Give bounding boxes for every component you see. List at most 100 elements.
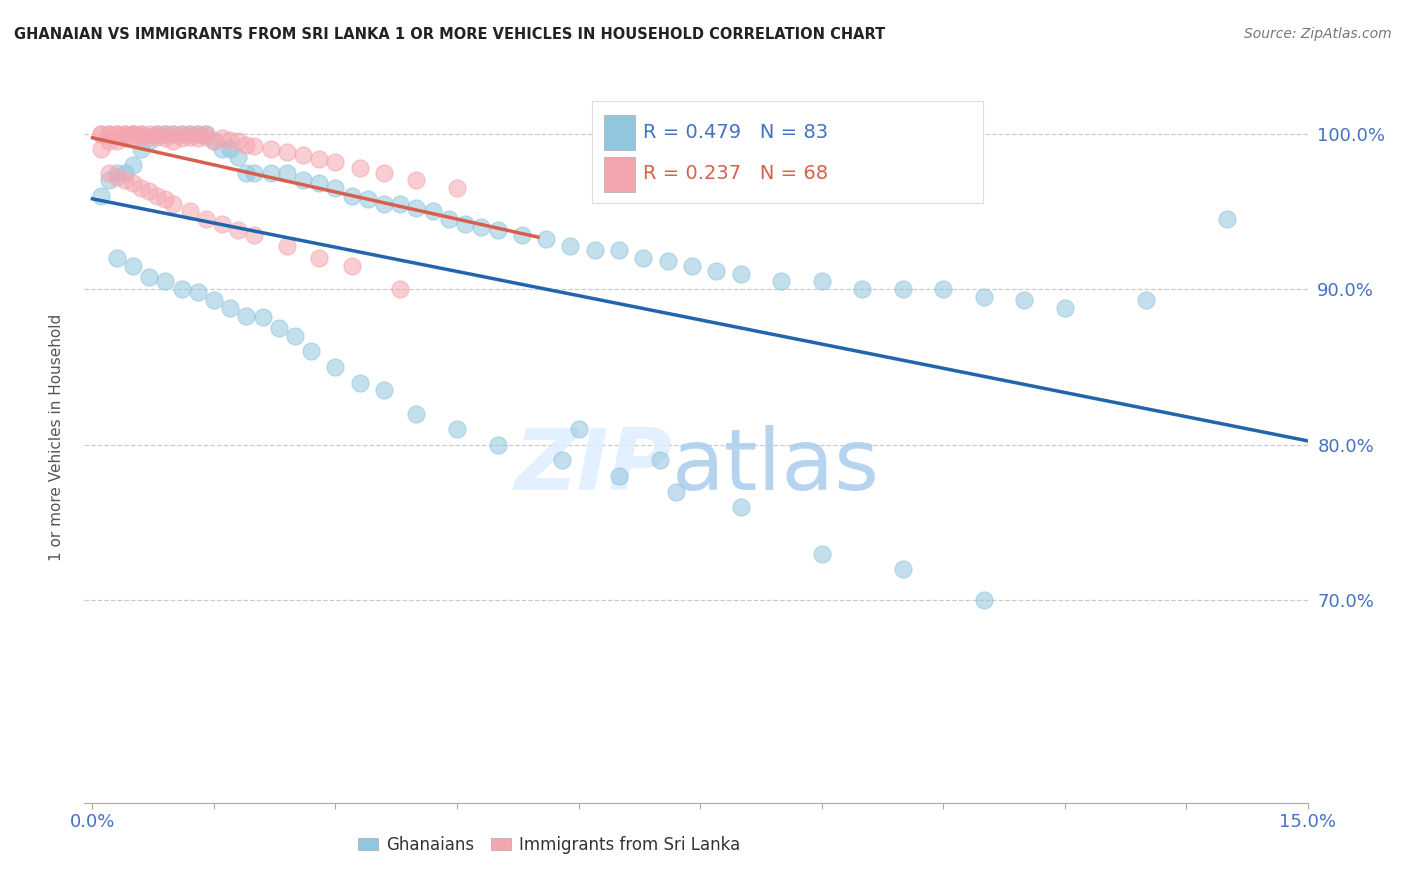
FancyBboxPatch shape [592,101,983,203]
Point [325,154,347,169]
Point [194,127,217,141]
Point [114,165,136,179]
Point [340,189,363,203]
Point [170,131,193,145]
Point [235,137,257,152]
Point [567,422,589,436]
Point [607,469,630,483]
Point [129,181,152,195]
Point [122,127,145,141]
Point [138,129,160,144]
Point [179,127,201,141]
Point [187,285,209,300]
FancyBboxPatch shape [605,157,636,192]
Point [138,269,160,284]
Point [170,127,193,141]
Point [105,135,128,149]
Point [105,127,128,141]
Point [155,127,177,141]
Point [202,135,225,149]
Point [373,384,395,398]
Point [138,135,160,149]
Point [681,259,703,273]
Point [155,275,177,289]
Point [486,438,509,452]
Point [454,217,477,231]
Text: atlas: atlas [672,425,880,508]
Point [105,165,128,179]
Point [211,142,233,156]
Point [202,135,225,149]
Point [357,192,380,206]
Point [422,204,444,219]
Point [122,158,145,172]
Point [292,173,315,187]
Point [349,161,371,175]
Point [219,142,242,156]
Point [276,238,298,252]
Point [129,142,152,156]
Point [187,131,209,145]
Point [114,127,136,141]
Point [226,223,249,237]
Text: ZIP: ZIP [513,425,672,508]
Point [179,129,201,144]
Point [560,238,582,252]
Point [179,127,201,141]
Point [114,131,136,145]
Point [155,131,177,145]
Point [769,275,792,289]
Point [299,344,322,359]
Point [129,129,152,144]
Point [202,293,225,307]
Point [583,244,606,258]
Point [648,453,671,467]
Point [146,129,169,144]
Point [129,127,152,141]
Point [405,407,427,421]
Point [704,263,727,277]
Point [810,547,832,561]
Point [90,127,112,141]
Point [97,127,120,141]
Point [973,290,995,304]
Point [551,453,574,467]
Point [211,131,233,145]
Point [105,170,128,185]
Point [1135,293,1157,307]
Point [437,212,460,227]
Point [162,127,184,141]
Point [155,192,177,206]
Point [90,189,112,203]
Point [162,127,184,141]
Point [187,127,209,141]
Point [105,127,128,141]
Point [138,127,160,141]
Point [97,173,120,187]
Point [373,196,395,211]
Point [308,152,330,166]
Point [138,184,160,198]
Text: R = 0.479   N = 83: R = 0.479 N = 83 [644,122,828,142]
Point [730,267,752,281]
Point [146,127,169,141]
Point [122,259,145,273]
Point [97,127,120,141]
Point [1215,212,1237,227]
Point [90,142,112,156]
Point [891,282,914,296]
Point [851,282,873,296]
Point [325,359,347,374]
Point [170,282,193,296]
Point [146,127,169,141]
Point [162,196,184,211]
Point [129,127,152,141]
Point [243,165,266,179]
Point [810,275,832,289]
Point [90,127,112,141]
Point [308,251,330,265]
Point [97,165,120,179]
Point [446,422,468,436]
Point [226,135,249,149]
Point [1012,293,1035,307]
